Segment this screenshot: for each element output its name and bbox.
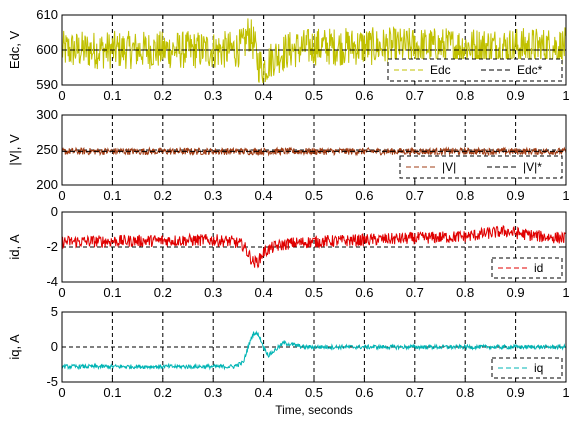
x-tick-label: 0.9 (507, 88, 525, 103)
y-tick-label: -4 (46, 274, 58, 289)
x-tick-label: 0 (58, 285, 65, 300)
x-tick-label: 0.6 (355, 385, 373, 400)
x-tick-label: 0.4 (255, 385, 273, 400)
x-tick-label: 0.2 (154, 285, 172, 300)
plot-frame (61, 211, 567, 283)
x-tick-label: 0.8 (456, 385, 474, 400)
plot-frame (61, 311, 567, 383)
x-tick-label: 0.5 (305, 188, 323, 203)
panel-3: 0 0.1 0.2 0.3 0.4 0.5 0.6 0.7 0.8 0.9 1 -4 -2 0 id, A i… (7, 204, 570, 300)
x-axis-label: Time, seconds (275, 403, 353, 417)
x-tick-label: 0.4 (255, 285, 273, 300)
x-tick-label: 0.6 (355, 88, 373, 103)
series-Edc-line (62, 18, 566, 84)
x-tick-label: 0.4 (255, 88, 273, 103)
x-tick-label: 0.1 (103, 88, 121, 103)
y-axis-label: Edc, V (7, 31, 22, 70)
x-tick-label: 0.4 (255, 188, 273, 203)
x-tick-label: 0.2 (154, 88, 172, 103)
x-tick-label: 0.7 (406, 188, 424, 203)
plot-frame (61, 14, 567, 86)
x-tick-label: 0.3 (204, 88, 222, 103)
y-tick-label: 600 (36, 42, 58, 57)
legend: iq (491, 357, 563, 379)
x-tick-label: 0.3 (204, 188, 222, 203)
series-iq-line (62, 330, 566, 371)
y-tick-label: 200 (36, 177, 58, 192)
y-tick-label: -2 (46, 239, 58, 254)
x-tick-label: 0.9 (507, 385, 525, 400)
x-tick-label: 0.2 (154, 385, 172, 400)
legend: |V| |V|* (399, 155, 563, 179)
series-id-line (62, 225, 566, 269)
y-tick-label: 610 (36, 7, 58, 22)
x-tick-label: 1 (562, 385, 569, 400)
y-axis-label: iq, A (7, 334, 22, 360)
panel-1: 0 0.1 0.2 0.3 0.4 0.5 0.6 0.7 0.8 0.9 1 590 600 610 Ed… (7, 7, 570, 103)
x-tick-label: 0.2 (154, 188, 172, 203)
y-tick-label: 300 (36, 107, 58, 122)
legend-entry: iq (534, 361, 543, 375)
x-tick-label: 0 (58, 188, 65, 203)
x-tick-label: 0.7 (406, 88, 424, 103)
x-tick-label: 0 (58, 88, 65, 103)
x-tick-label: 0.8 (456, 88, 474, 103)
x-tick-label: 0.5 (305, 385, 323, 400)
y-axis-label: id, A (7, 234, 22, 260)
y-tick-label: 0 (51, 204, 58, 219)
plot-frame (61, 114, 567, 186)
x-tick-label: 0.3 (204, 285, 222, 300)
legend-entry: |V|* (523, 160, 542, 174)
x-tick-label: 0.9 (507, 285, 525, 300)
y-axis-label: |V|, V (7, 134, 22, 166)
panel-2: 0 0.1 0.2 0.3 0.4 0.5 0.6 0.7 0.8 0.9 1 200 250 300 |V… (7, 107, 570, 203)
x-tick-label: 0.6 (355, 188, 373, 203)
x-tick-label: 0.9 (507, 188, 525, 203)
x-tick-label: 1 (562, 88, 569, 103)
legend-entry: Edc* (517, 63, 543, 77)
x-tick-label: 0.5 (305, 88, 323, 103)
x-tick-label: 1 (562, 285, 569, 300)
y-tick-label: 590 (36, 77, 58, 92)
x-tick-label: 0.8 (456, 188, 474, 203)
x-tick-label: 0.7 (406, 285, 424, 300)
y-tick-label: -5 (46, 374, 58, 389)
x-tick-label: 0 (58, 385, 65, 400)
legend-entry: Edc (430, 63, 451, 77)
legend-entry: id (534, 261, 543, 275)
y-tick-label: 250 (36, 142, 58, 157)
legend: id (491, 257, 563, 279)
y-tick-label: 0 (51, 339, 58, 354)
x-tick-label: 0.5 (305, 285, 323, 300)
x-tick-label: 0.8 (456, 285, 474, 300)
x-tick-label: 0.6 (355, 285, 373, 300)
x-tick-label: 1 (562, 188, 569, 203)
x-tick-label: 0.3 (204, 385, 222, 400)
x-tick-label: 0.1 (103, 188, 121, 203)
x-tick-label: 0.1 (103, 385, 121, 400)
x-tick-label: 0.7 (406, 385, 424, 400)
x-tick-label: 0.1 (103, 285, 121, 300)
legend: Edc Edc* (387, 58, 563, 82)
legend-entry: |V| (442, 160, 456, 174)
y-tick-label: 5 (51, 304, 58, 319)
